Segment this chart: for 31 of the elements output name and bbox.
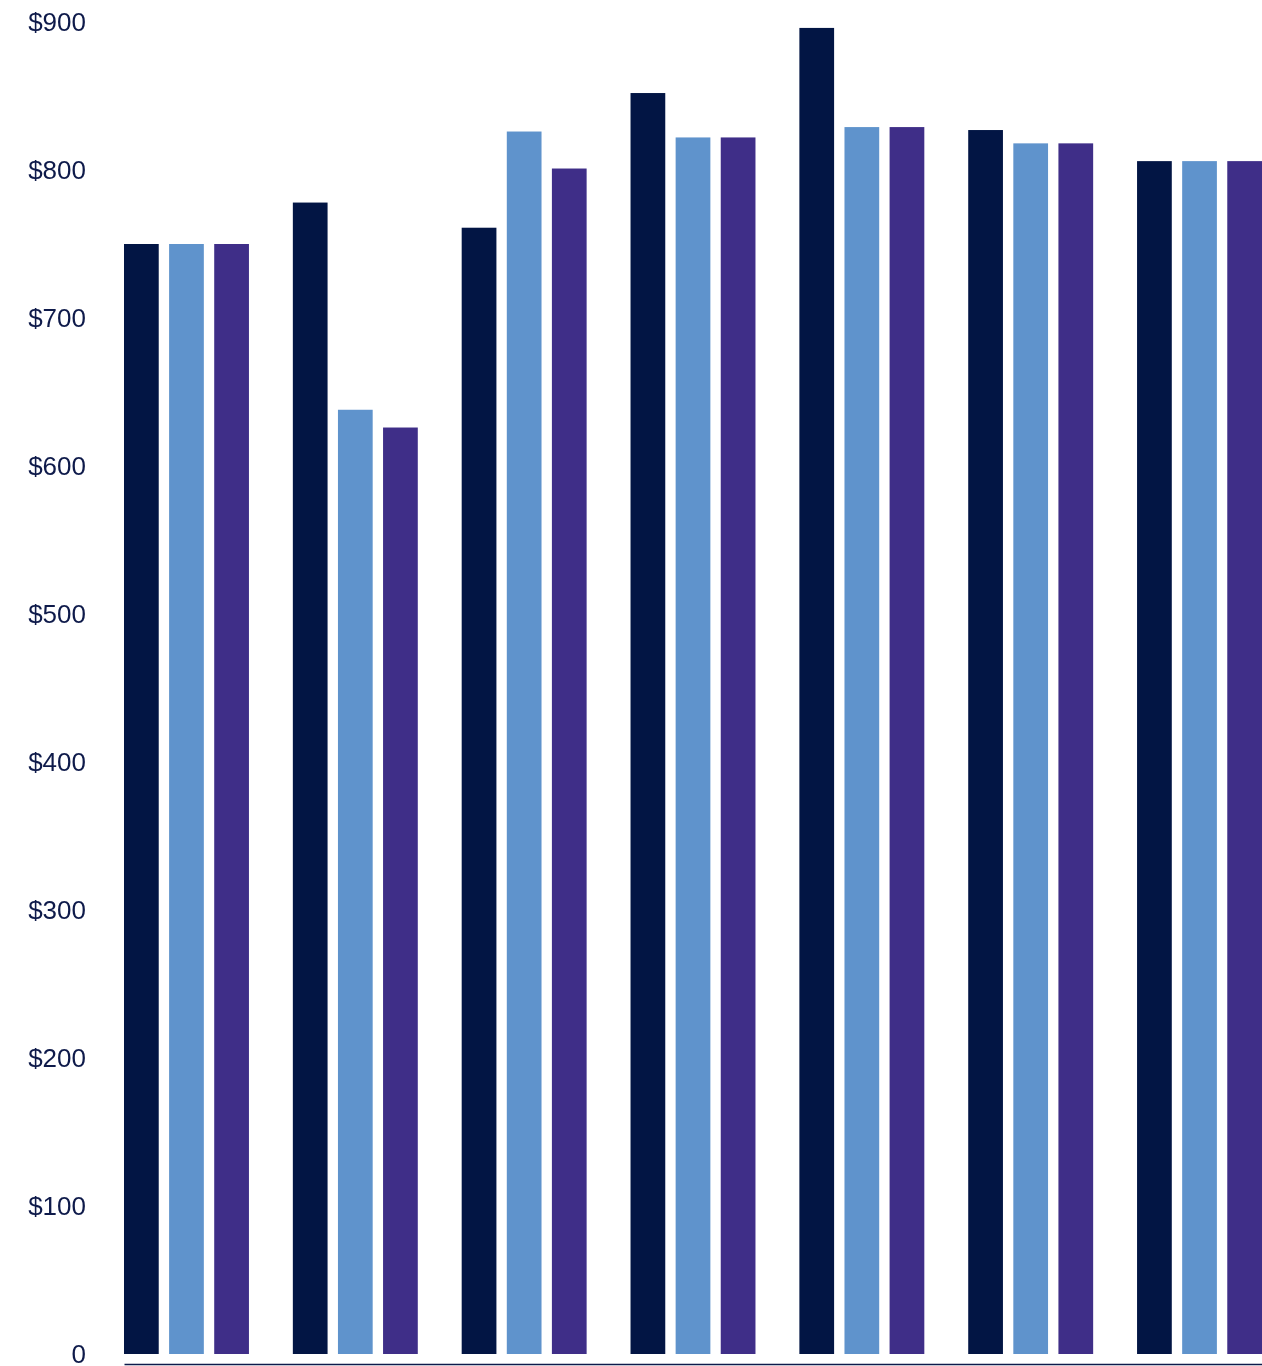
y-tick-label: $900 [28, 6, 86, 37]
bar [461, 227, 497, 1354]
bar [1182, 161, 1217, 1354]
y-tick-label: $400 [28, 746, 86, 777]
y-tick-label: $800 [28, 154, 86, 185]
y-tick-label: $500 [28, 598, 86, 629]
bar [675, 137, 711, 1354]
bar [337, 409, 373, 1354]
bar [844, 127, 880, 1354]
bar [889, 127, 925, 1354]
y-tick-label: 0 [71, 1338, 86, 1366]
bar [1058, 143, 1094, 1354]
bar [551, 168, 587, 1354]
y-tick-label: $300 [28, 894, 86, 925]
bar [169, 244, 204, 1354]
bar [968, 130, 1003, 1354]
bar [1137, 161, 1172, 1354]
y-tick-label: $600 [28, 450, 86, 481]
bar [506, 131, 542, 1354]
bar [383, 427, 418, 1354]
bar [1013, 143, 1049, 1354]
bar [799, 27, 835, 1354]
bar [214, 244, 249, 1354]
y-tick-label: $100 [28, 1190, 86, 1221]
y-tick-label: $700 [28, 302, 86, 333]
y-tick-label: $200 [28, 1042, 86, 1073]
bar [630, 93, 666, 1354]
bar [720, 137, 756, 1354]
bar [292, 202, 328, 1354]
bar [1227, 161, 1262, 1354]
bar [124, 244, 159, 1354]
